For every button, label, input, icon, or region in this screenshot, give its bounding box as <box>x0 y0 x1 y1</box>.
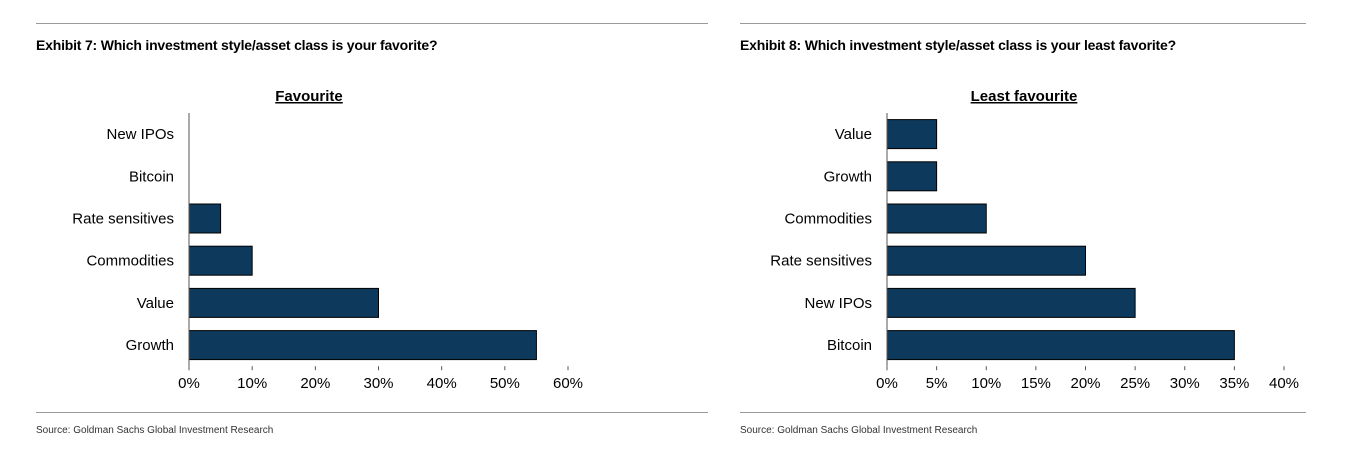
category-label: Rate sensitives <box>770 253 872 270</box>
x-tick-label: 5% <box>926 375 948 392</box>
bar <box>886 245 1086 276</box>
bar <box>886 287 1136 318</box>
exhibit-8-panel: Exhibit 8: Which investment style/asset … <box>740 0 1306 456</box>
x-tick-label: 15% <box>1021 375 1051 392</box>
x-tick-label: 0% <box>876 375 898 392</box>
top-rule <box>740 23 1306 24</box>
bar <box>886 161 938 192</box>
x-tick-label: 30% <box>1170 375 1200 392</box>
x-tick-label: 10% <box>971 375 1001 392</box>
chart-title: Least favourite <box>971 88 1078 105</box>
x-tick-label: 50% <box>490 375 520 392</box>
category-label: New IPOs <box>804 295 872 312</box>
x-tick-label: 60% <box>553 375 583 392</box>
source-note: Source: Goldman Sachs Global Investment … <box>740 425 978 436</box>
category-label: Growth <box>824 168 872 185</box>
category-label: Value <box>835 126 872 143</box>
bar <box>886 330 1235 361</box>
chart-title: Favourite <box>275 88 343 105</box>
bar <box>188 330 537 361</box>
bottom-rule <box>36 412 708 413</box>
bar <box>188 245 253 276</box>
bar <box>886 119 938 150</box>
bar <box>188 287 379 318</box>
category-label: Growth <box>126 337 174 354</box>
exhibit-title: Exhibit 7: Which investment style/asset … <box>36 37 438 53</box>
category-label: Rate sensitives <box>72 211 174 228</box>
least-favourite-chart: Least favourite Value Growth Commodities Rat… <box>770 88 1299 392</box>
x-tick-label: 20% <box>1070 375 1100 392</box>
x-tick-label: 0% <box>178 375 200 392</box>
top-rule <box>36 23 708 24</box>
x-tick-label: 40% <box>1269 375 1299 392</box>
category-label: Commodities <box>784 211 872 228</box>
source-note: Source: Goldman Sachs Global Investment … <box>36 425 274 436</box>
x-tick-label: 25% <box>1120 375 1150 392</box>
favourite-chart: Favourite New IPOs Bitcoin Rate sensitives C… <box>72 88 583 392</box>
category-label: New IPOs <box>106 126 174 143</box>
bottom-rule <box>740 412 1306 413</box>
bar <box>188 203 222 234</box>
x-tick-label: 10% <box>237 375 267 392</box>
exhibit-title: Exhibit 8: Which investment style/asset … <box>740 37 1176 53</box>
exhibit-7-panel: Exhibit 7: Which investment style/asset … <box>36 0 708 456</box>
category-label: Bitcoin <box>827 337 872 354</box>
x-tick-label: 20% <box>300 375 330 392</box>
bar <box>886 203 987 234</box>
category-label: Bitcoin <box>129 168 174 185</box>
x-tick-label: 30% <box>363 375 393 392</box>
category-label: Value <box>137 295 174 312</box>
x-tick-label: 35% <box>1219 375 1249 392</box>
x-tick-label: 40% <box>427 375 457 392</box>
category-label: Commodities <box>86 253 174 270</box>
